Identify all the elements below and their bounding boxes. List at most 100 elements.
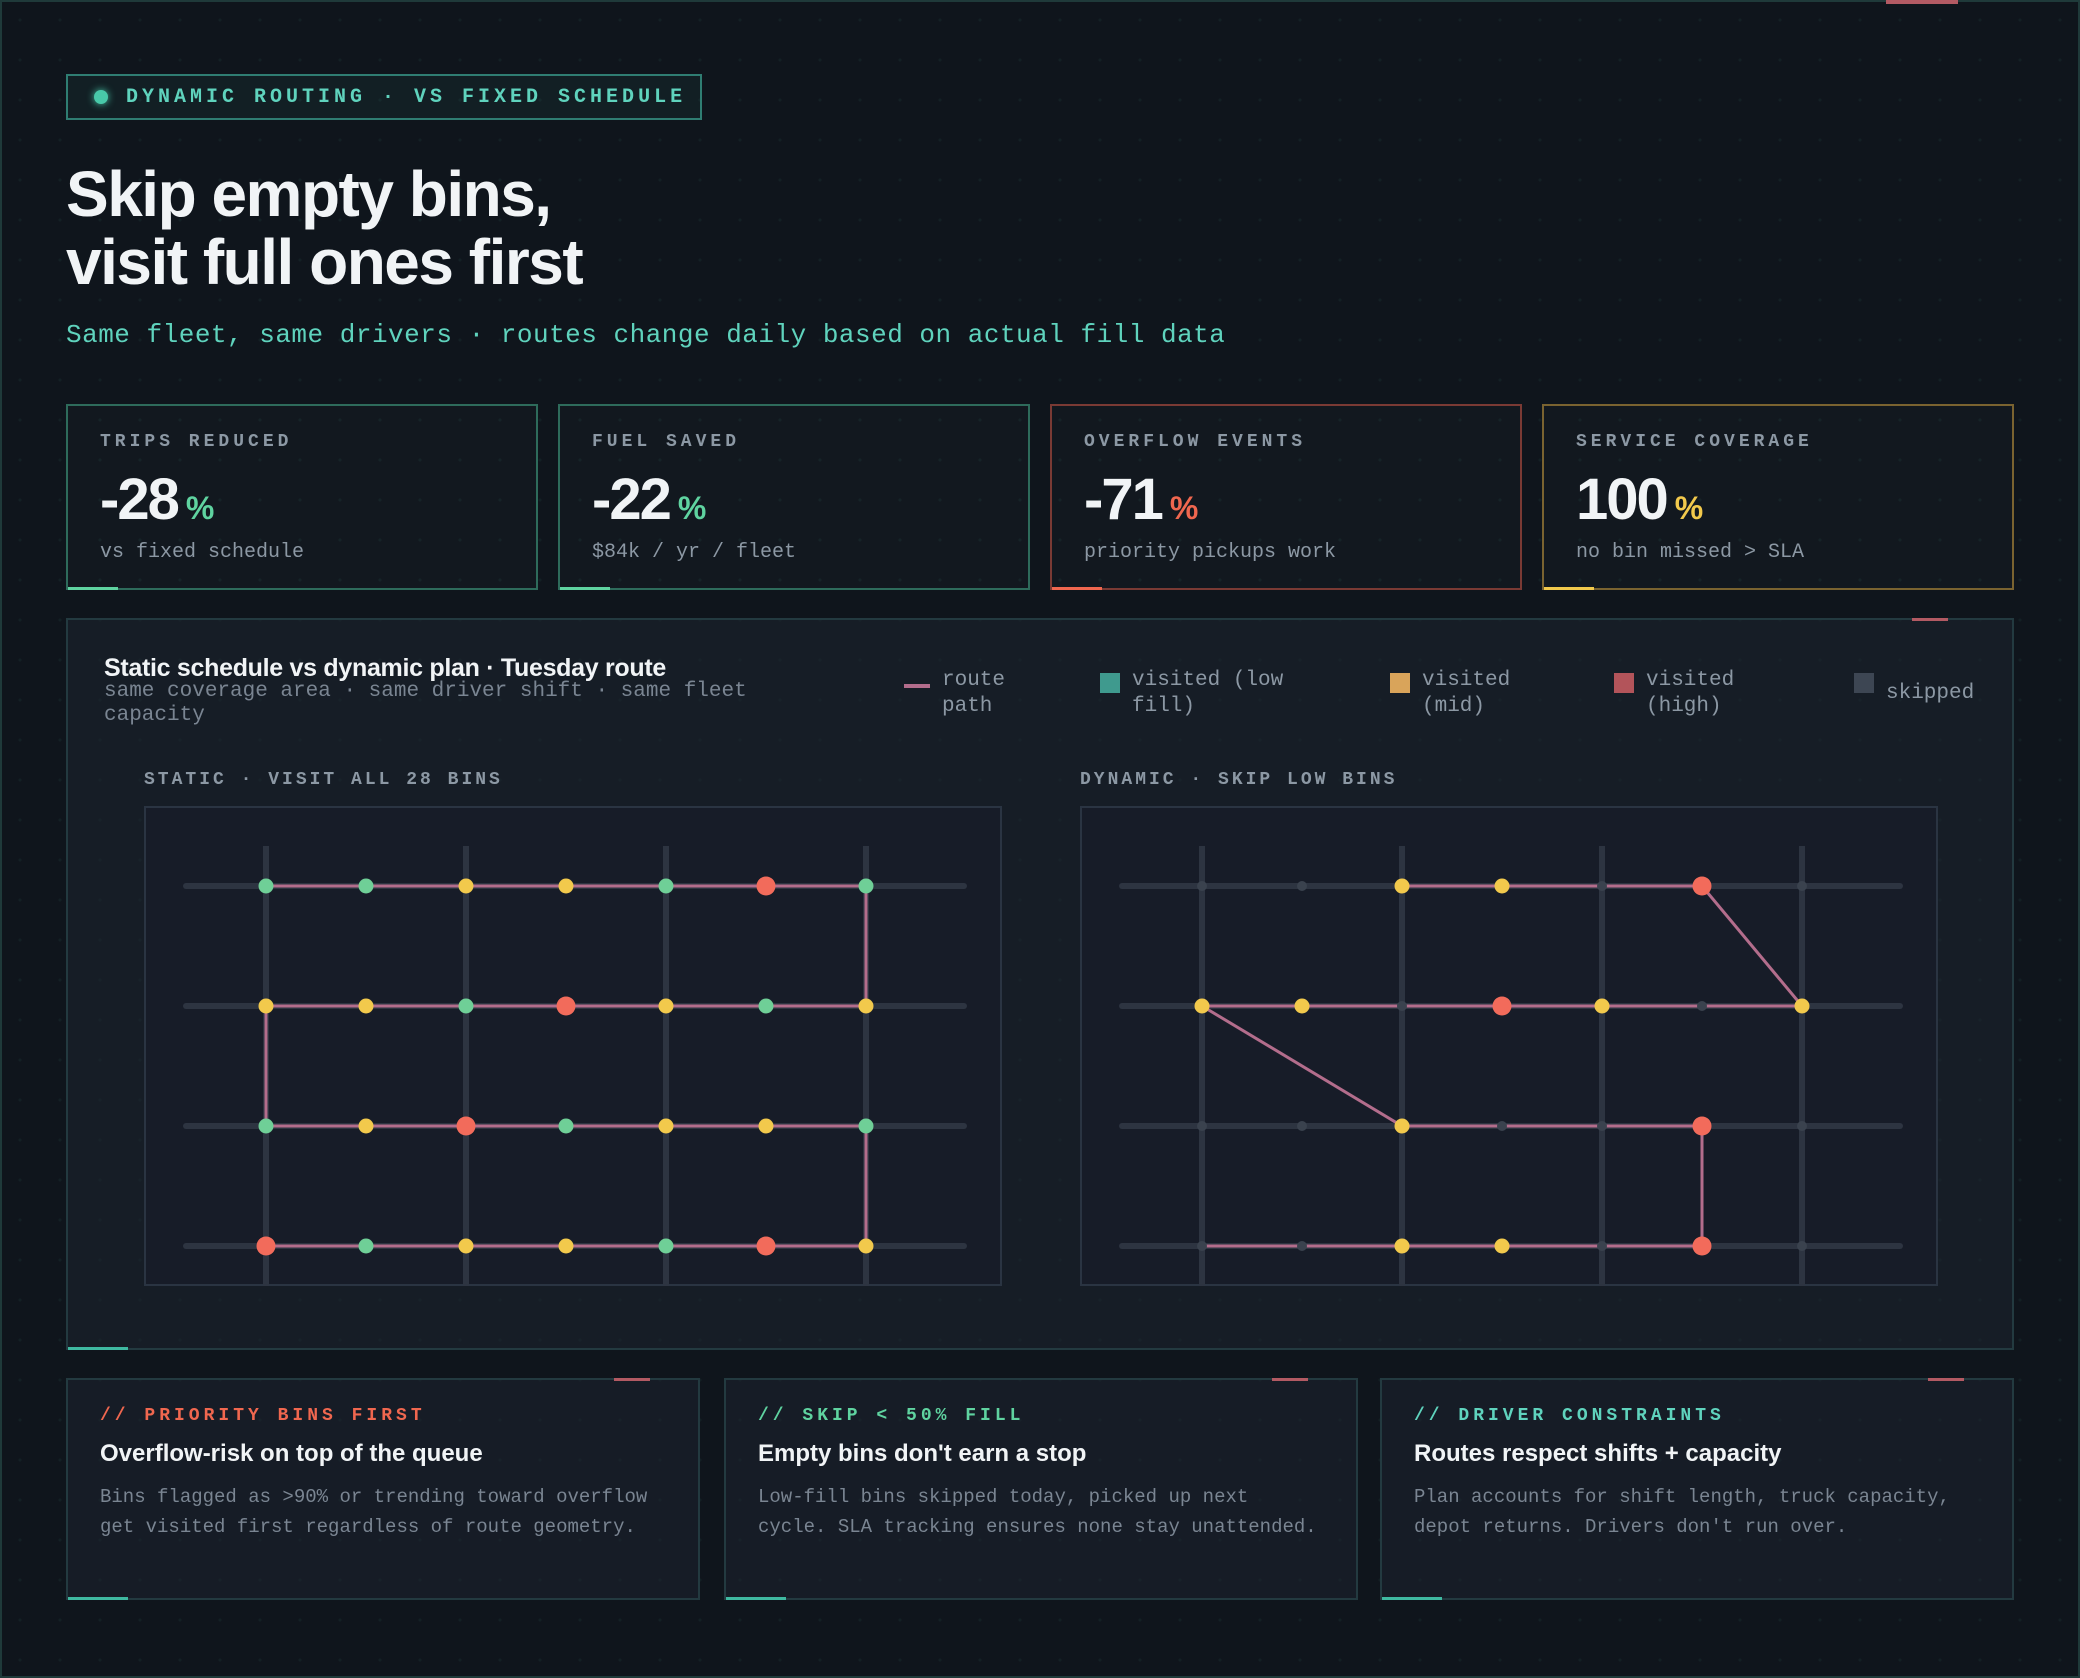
panel-title: Static schedule vs dynamic plan · Tuesda… — [104, 654, 666, 682]
card-corner-accent — [1272, 1378, 1308, 1381]
bin-marker-mid — [858, 1238, 874, 1254]
bin-marker-mid — [1594, 998, 1610, 1014]
bin-marker-mid — [1394, 1238, 1410, 1254]
route-comparison-panel: Static schedule vs dynamic plan · Tuesda… — [66, 618, 2014, 1350]
route-map-svg — [1119, 846, 1903, 1286]
bin-marker-skipped — [1197, 881, 1207, 891]
feature-card-skip: // SKIP < 50% FILL Empty bins don't earn… — [724, 1378, 1358, 1600]
kpi-value: -22 — [592, 467, 672, 532]
bin-marker-skipped — [1597, 881, 1607, 891]
kpi-unit: % — [1169, 490, 1199, 526]
bin-marker-mid — [858, 998, 874, 1014]
low-fill-swatch-icon — [1100, 673, 1120, 693]
legend-visited-mid: visited (mid) — [1390, 668, 1532, 720]
feature-card-driver: // DRIVER CONSTRAINTS Routes respect shi… — [1380, 1378, 2014, 1600]
kpi-label: TRIPS REDUCED — [100, 432, 293, 452]
bin-marker-high — [1692, 876, 1712, 896]
bin-marker-skipped — [1797, 1121, 1807, 1131]
bin-marker-skipped — [1397, 1001, 1407, 1011]
kpi-card-trips: TRIPS REDUCED -28% vs fixed schedule — [66, 404, 538, 590]
kpi-note: vs fixed schedule — [100, 541, 305, 564]
bin-marker-mid — [1194, 998, 1210, 1014]
bin-marker-low — [258, 878, 274, 894]
kpi-card-coverage: SERVICE COVERAGE 100% no bin missed > SL… — [1542, 404, 2014, 590]
bin-marker-skipped — [1497, 1121, 1507, 1131]
dynamic-map-label: DYNAMIC · SKIP LOW BINS — [1080, 770, 1398, 790]
bin-marker-skipped — [1297, 1121, 1307, 1131]
bin-marker-high — [756, 1236, 776, 1256]
bin-marker-mid — [1394, 878, 1410, 894]
bin-marker-low — [558, 1118, 574, 1134]
kpi-value: 100 — [1576, 467, 1669, 532]
legend-visited-low: visited (low fill) — [1100, 668, 1312, 720]
legend-label: visited (high) — [1646, 669, 1735, 718]
bin-marker-mid — [358, 1118, 374, 1134]
legend-label: visited (low fill) — [1132, 669, 1284, 718]
bin-marker-mid — [558, 878, 574, 894]
kpi-unit: % — [185, 490, 215, 526]
high-fill-swatch-icon — [1614, 673, 1634, 693]
bin-marker-low — [658, 878, 674, 894]
kpi-note: priority pickups work — [1084, 541, 1337, 564]
bin-marker-mid — [1794, 998, 1810, 1014]
card-body: Low-fill bins skipped today, picked up n… — [758, 1486, 1317, 1538]
kpi-label: FUEL SAVED — [592, 432, 741, 452]
bin-marker-skipped — [1297, 881, 1307, 891]
bin-marker-mid — [1294, 998, 1310, 1014]
feature-card-priority: // PRIORITY BINS FIRST Overflow-risk on … — [66, 1378, 700, 1600]
route-map-svg — [183, 846, 967, 1286]
bin-marker-mid — [758, 1118, 774, 1134]
title-line-2: visit full ones first — [66, 226, 584, 298]
kpi-corner-accent — [1544, 587, 1594, 590]
bin-marker-high — [1692, 1116, 1712, 1136]
top-accent-bar — [1886, 0, 1958, 4]
card-tag: // DRIVER CONSTRAINTS — [1414, 1406, 1725, 1426]
kpi-value: -28 — [100, 467, 180, 532]
eyebrow-badge: DYNAMIC ROUTING · VS FIXED SCHEDULE — [66, 74, 702, 120]
bin-marker-high — [456, 1116, 476, 1136]
legend-skipped: skipped — [1854, 668, 1986, 707]
kpi-value: -71 — [1084, 467, 1164, 532]
legend-visited-high: visited (high) — [1614, 668, 1756, 720]
bin-marker-low — [858, 878, 874, 894]
card-corner-accent — [614, 1378, 650, 1381]
bin-marker-low — [858, 1118, 874, 1134]
card-corner-accent — [1928, 1378, 1964, 1381]
mid-fill-swatch-icon — [1390, 673, 1410, 693]
static-map-label: STATIC · VISIT ALL 28 BINS — [144, 770, 503, 790]
kpi-card-overflow: OVERFLOW EVENTS -71% priority pickups wo… — [1050, 404, 1522, 590]
bin-marker-mid — [558, 1238, 574, 1254]
kpi-unit: % — [677, 490, 707, 526]
legend-label: visited (mid) — [1422, 669, 1511, 718]
route-line-swatch-icon — [904, 684, 930, 688]
card-corner-accent — [68, 1597, 128, 1600]
bin-marker-high — [756, 876, 776, 896]
kpi-corner-accent — [560, 587, 610, 590]
bin-marker-high — [1492, 996, 1512, 1016]
title-line-1: Skip empty bins, — [66, 158, 552, 230]
dynamic-route-map — [1080, 806, 1938, 1286]
legend-label: route path — [942, 669, 1006, 718]
kpi-note: $84k / yr / fleet — [592, 541, 797, 564]
card-corner-accent — [726, 1597, 786, 1600]
bin-marker-low — [458, 998, 474, 1014]
card-heading: Routes respect shifts + capacity — [1414, 1440, 1782, 1467]
bin-marker-low — [658, 1238, 674, 1254]
kpi-unit: % — [1674, 490, 1704, 526]
legend-label: skipped — [1886, 682, 1975, 705]
kpi-label: OVERFLOW EVENTS — [1084, 432, 1307, 452]
card-corner-accent — [1382, 1597, 1442, 1600]
bin-marker-low — [258, 1118, 274, 1134]
bin-marker-mid — [1494, 878, 1510, 894]
bin-marker-mid — [658, 1118, 674, 1134]
card-tag: // SKIP < 50% FILL — [758, 1406, 1025, 1426]
bin-marker-skipped — [1197, 1241, 1207, 1251]
static-route-map — [144, 806, 1002, 1286]
bin-marker-skipped — [1597, 1121, 1607, 1131]
panel-subtitle: same coverage area · same driver shift ·… — [104, 680, 747, 727]
card-body: Bins flagged as >90% or trending toward … — [100, 1486, 648, 1538]
panel-corner-accent — [68, 1347, 128, 1350]
route-path-line — [1200, 884, 1804, 1248]
card-body: Plan accounts for shift length, truck ca… — [1414, 1486, 1950, 1538]
